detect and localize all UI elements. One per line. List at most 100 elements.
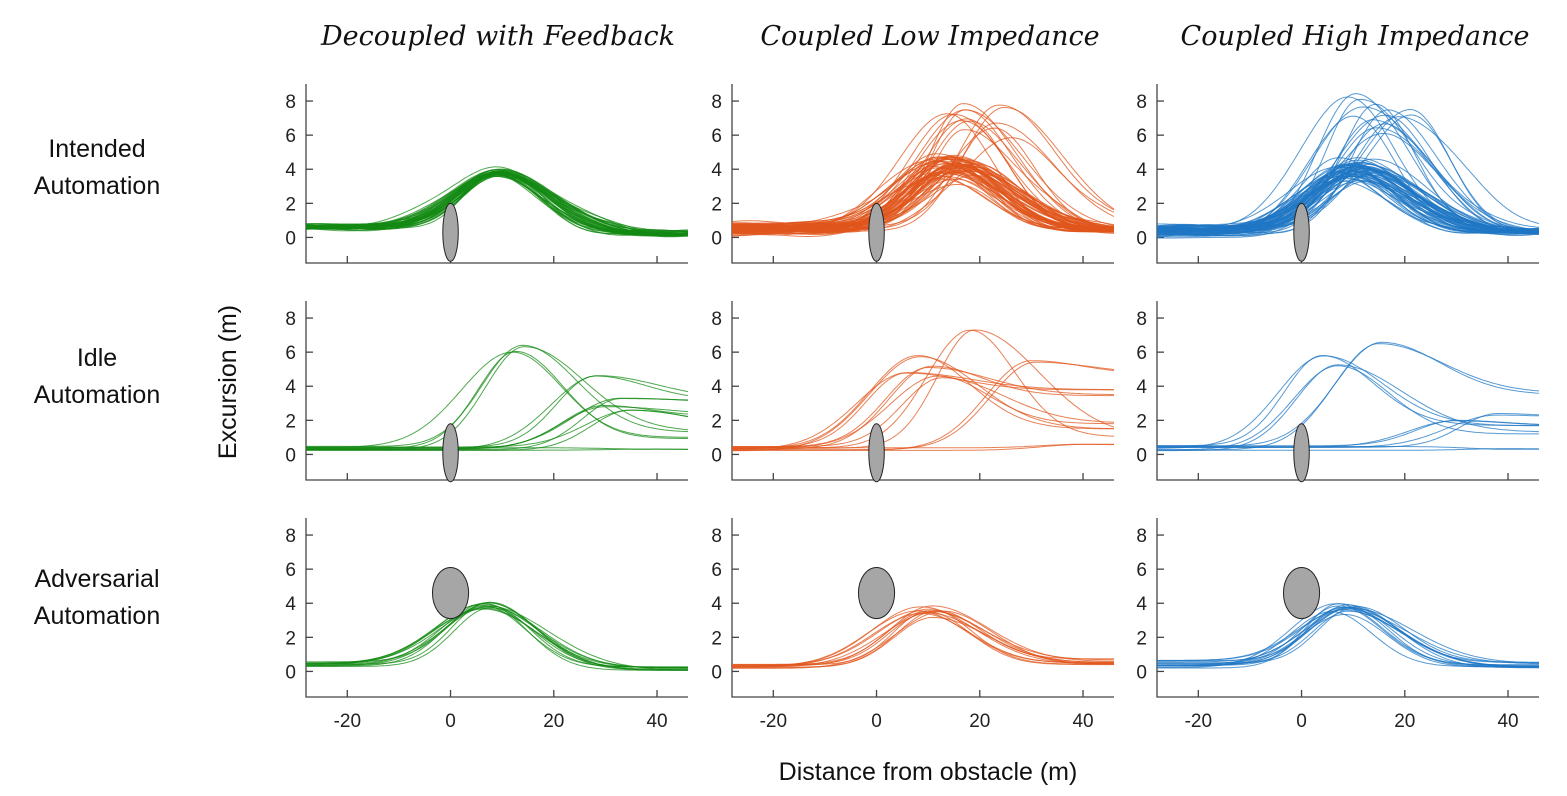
y-tick-label: 6: [285, 560, 296, 581]
y-tick-label: 2: [711, 194, 722, 215]
axis-frame: [731, 84, 1114, 264]
x-tick-label: -20: [1185, 711, 1212, 732]
trajectory-line: [732, 605, 1114, 665]
trajectory-line: [732, 372, 1114, 448]
y-tick-label: 8: [285, 92, 296, 113]
y-tick-label: 2: [285, 411, 296, 432]
trajectory-line: [306, 606, 688, 668]
trajectory-line: [732, 365, 1114, 450]
trajectory-line: [1157, 343, 1539, 451]
trajectory-group: [732, 605, 1114, 669]
y-tick-label: 8: [1136, 309, 1147, 330]
axis-frame: [305, 84, 688, 264]
y-tick-label: 6: [1136, 126, 1147, 147]
trajectory-line: [1157, 157, 1539, 231]
y-tick-label: 0: [711, 662, 722, 683]
y-tick-label: 6: [285, 126, 296, 147]
row-label-intended-line1: Intended: [48, 135, 145, 163]
trajectory-group: [1157, 93, 1539, 239]
trajectory-group: [306, 344, 688, 451]
panel-idle-coupled-low: 0 2 4 6 8: [711, 301, 1114, 483]
trajectory-line: [306, 170, 688, 233]
x-axis-label: Distance from obstacle (m): [779, 758, 1078, 786]
x-tick-label: 0: [1296, 711, 1307, 732]
trajectory-line: [732, 170, 1114, 230]
panel-intended-decoupled: 0 2 4 6 8: [285, 84, 688, 264]
obstacle-ellipse: [868, 423, 885, 483]
trajectory-group: [1157, 603, 1539, 669]
panel-intended-coupled-high: 0 2 4 6 8: [1136, 84, 1539, 264]
obstacle-ellipse: [1293, 202, 1310, 262]
x-tick-label: 20: [1394, 711, 1415, 732]
y-tick-label: 4: [285, 594, 296, 615]
y-tick-label: 2: [711, 411, 722, 432]
y-tick-label: 6: [1136, 560, 1147, 581]
y-tick-label: 2: [285, 628, 296, 649]
obstacle-ellipse: [431, 566, 470, 620]
trajectory-line: [306, 608, 688, 669]
trajectory-group: [306, 601, 688, 671]
x-tick-label: 20: [969, 711, 990, 732]
trajectory-line: [732, 104, 1114, 230]
y-tick-label: 2: [285, 194, 296, 215]
trajectory-line: [306, 601, 688, 671]
y-tick-label: 0: [711, 228, 722, 249]
obstacle-ellipse: [857, 566, 896, 620]
trajectory-line: [306, 607, 688, 669]
y-tick-label: 2: [711, 628, 722, 649]
trajectory-line: [732, 355, 1114, 449]
trajectory-line: [306, 603, 688, 671]
trajectory-group: [732, 329, 1114, 452]
y-tick-label: 6: [285, 343, 296, 364]
x-tick-label: 20: [543, 711, 564, 732]
trajectory-line: [306, 397, 688, 450]
y-tick-label: 0: [1136, 445, 1147, 466]
row-label-intended-line2: Automation: [34, 172, 160, 200]
trajectory-line: [732, 127, 1114, 230]
trajectory-line: [306, 351, 688, 448]
trajectory-line: [1157, 448, 1539, 451]
trajectory-line: [306, 375, 688, 448]
trajectory-line: [1157, 607, 1539, 664]
column-title-coupled-high: Coupled High Impedance: [1181, 21, 1530, 52]
y-tick-label: 4: [285, 377, 296, 398]
y-tick-label: 4: [711, 594, 722, 615]
trajectory-line: [1157, 413, 1539, 448]
y-tick-label: 4: [1136, 377, 1147, 398]
trajectory-line: [306, 172, 688, 233]
y-tick-label: 2: [1136, 411, 1147, 432]
y-tick-label: 0: [285, 445, 296, 466]
y-tick-label: 6: [711, 560, 722, 581]
panel-grid: 0 2 4 6 8 0 2 4 6 8 0 2 4 6 8 0 2 4 6 8 0 2 4 6 8 0 2 4 6 8 0 2 4 6 8 -20 0 2…: [285, 84, 1539, 732]
trajectory-line: [1157, 604, 1539, 666]
trajectory-line: [732, 167, 1114, 234]
panel-intended-coupled-low: 0 2 4 6 8: [711, 84, 1114, 264]
trajectory-line: [1157, 611, 1539, 668]
axis-frame: [1156, 518, 1539, 698]
trajectory-line: [306, 448, 688, 451]
trajectory-line: [306, 602, 688, 671]
trajectory-line: [1157, 180, 1539, 235]
trajectory-line: [1157, 365, 1539, 451]
trajectory-line: [732, 610, 1114, 668]
y-tick-label: 4: [711, 160, 722, 181]
obstacle-ellipse: [1293, 423, 1310, 483]
column-title-decoupled: Decoupled with Feedback: [320, 21, 675, 52]
trajectory-line: [306, 406, 688, 450]
axis-frame: [1156, 301, 1539, 481]
x-tick-label: 40: [646, 711, 667, 732]
trajectory-line: [1157, 364, 1539, 452]
trajectory-line: [1157, 162, 1539, 235]
y-tick-label: 4: [1136, 594, 1147, 615]
trajectory-line: [732, 612, 1114, 668]
trajectory-line: [1157, 180, 1539, 234]
y-tick-label: 8: [711, 92, 722, 113]
x-tick-label: 0: [871, 711, 882, 732]
trajectory-line: [732, 610, 1114, 669]
y-tick-label: 4: [285, 160, 296, 181]
row-label-idle-line1: Idle: [77, 344, 117, 372]
trajectory-line: [306, 169, 688, 233]
trajectory-line: [306, 171, 688, 237]
x-tick-label: -20: [760, 711, 787, 732]
